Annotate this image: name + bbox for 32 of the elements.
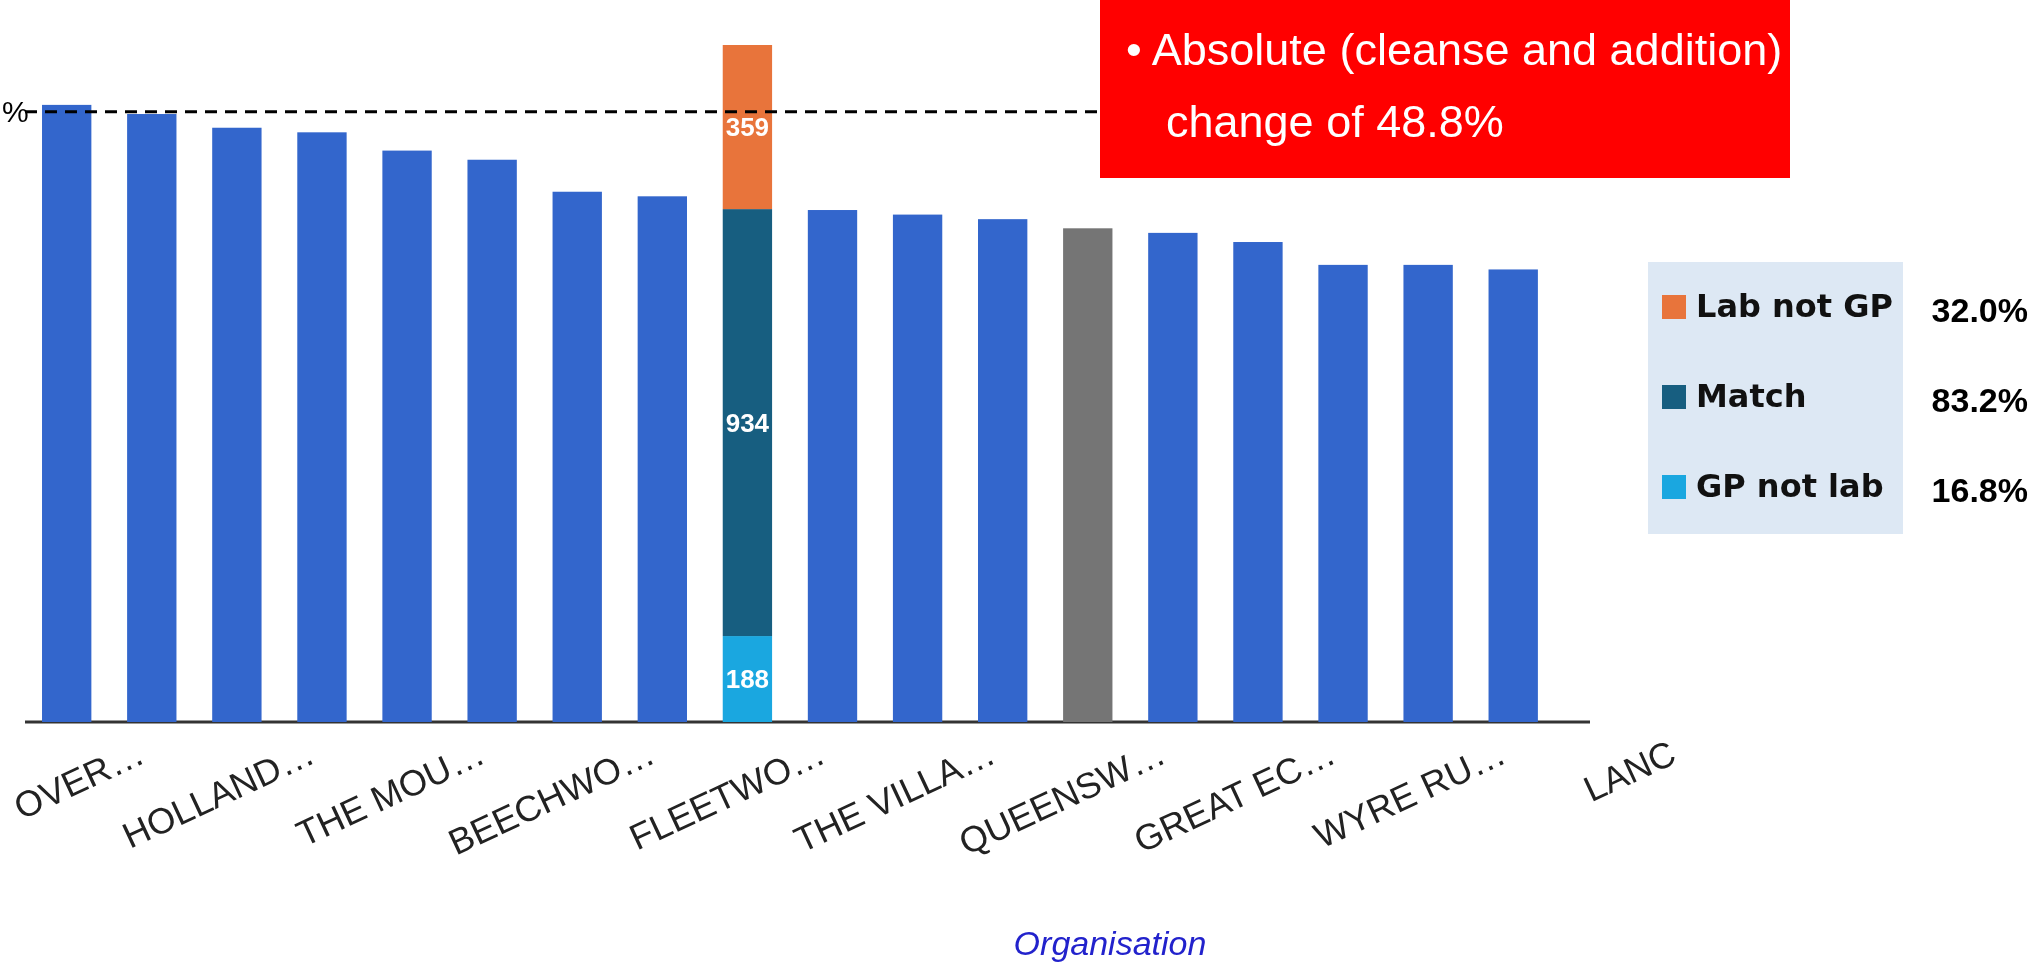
legend-label: Lab not GP [1696, 287, 1893, 325]
bar [1488, 269, 1538, 722]
text: 32.0% [1931, 291, 2028, 329]
legend-label: Match [1696, 377, 1807, 415]
bar [722, 209, 773, 637]
bar [212, 127, 262, 722]
bar [807, 210, 858, 722]
text: 83.2% [1931, 381, 2028, 419]
bar [297, 132, 347, 722]
ref-line-label: % [2, 94, 29, 128]
bar [382, 150, 432, 722]
bar [722, 45, 773, 210]
data-label: 188 [725, 664, 770, 695]
bar [127, 114, 177, 722]
bar [1148, 232, 1198, 722]
annotation: • Absolute (cleanse and addition) change of 48.8% [1100, 0, 1790, 178]
legend-label: GP not lab [1696, 467, 1884, 505]
bar [552, 191, 602, 722]
x-tick-label: LANC [1577, 732, 1682, 810]
bar [1063, 228, 1113, 722]
bar [42, 104, 92, 722]
bar [1318, 264, 1368, 722]
bar [637, 196, 687, 722]
data-label: 934 [725, 407, 770, 438]
bar [892, 214, 943, 722]
bar [1403, 264, 1453, 722]
x-axis-title: Organisation [1013, 924, 1207, 962]
bar [1233, 242, 1283, 722]
data-label: 359 [725, 112, 770, 143]
text: 16.8% [1931, 471, 2028, 509]
bar [467, 159, 517, 722]
bar [978, 219, 1028, 722]
